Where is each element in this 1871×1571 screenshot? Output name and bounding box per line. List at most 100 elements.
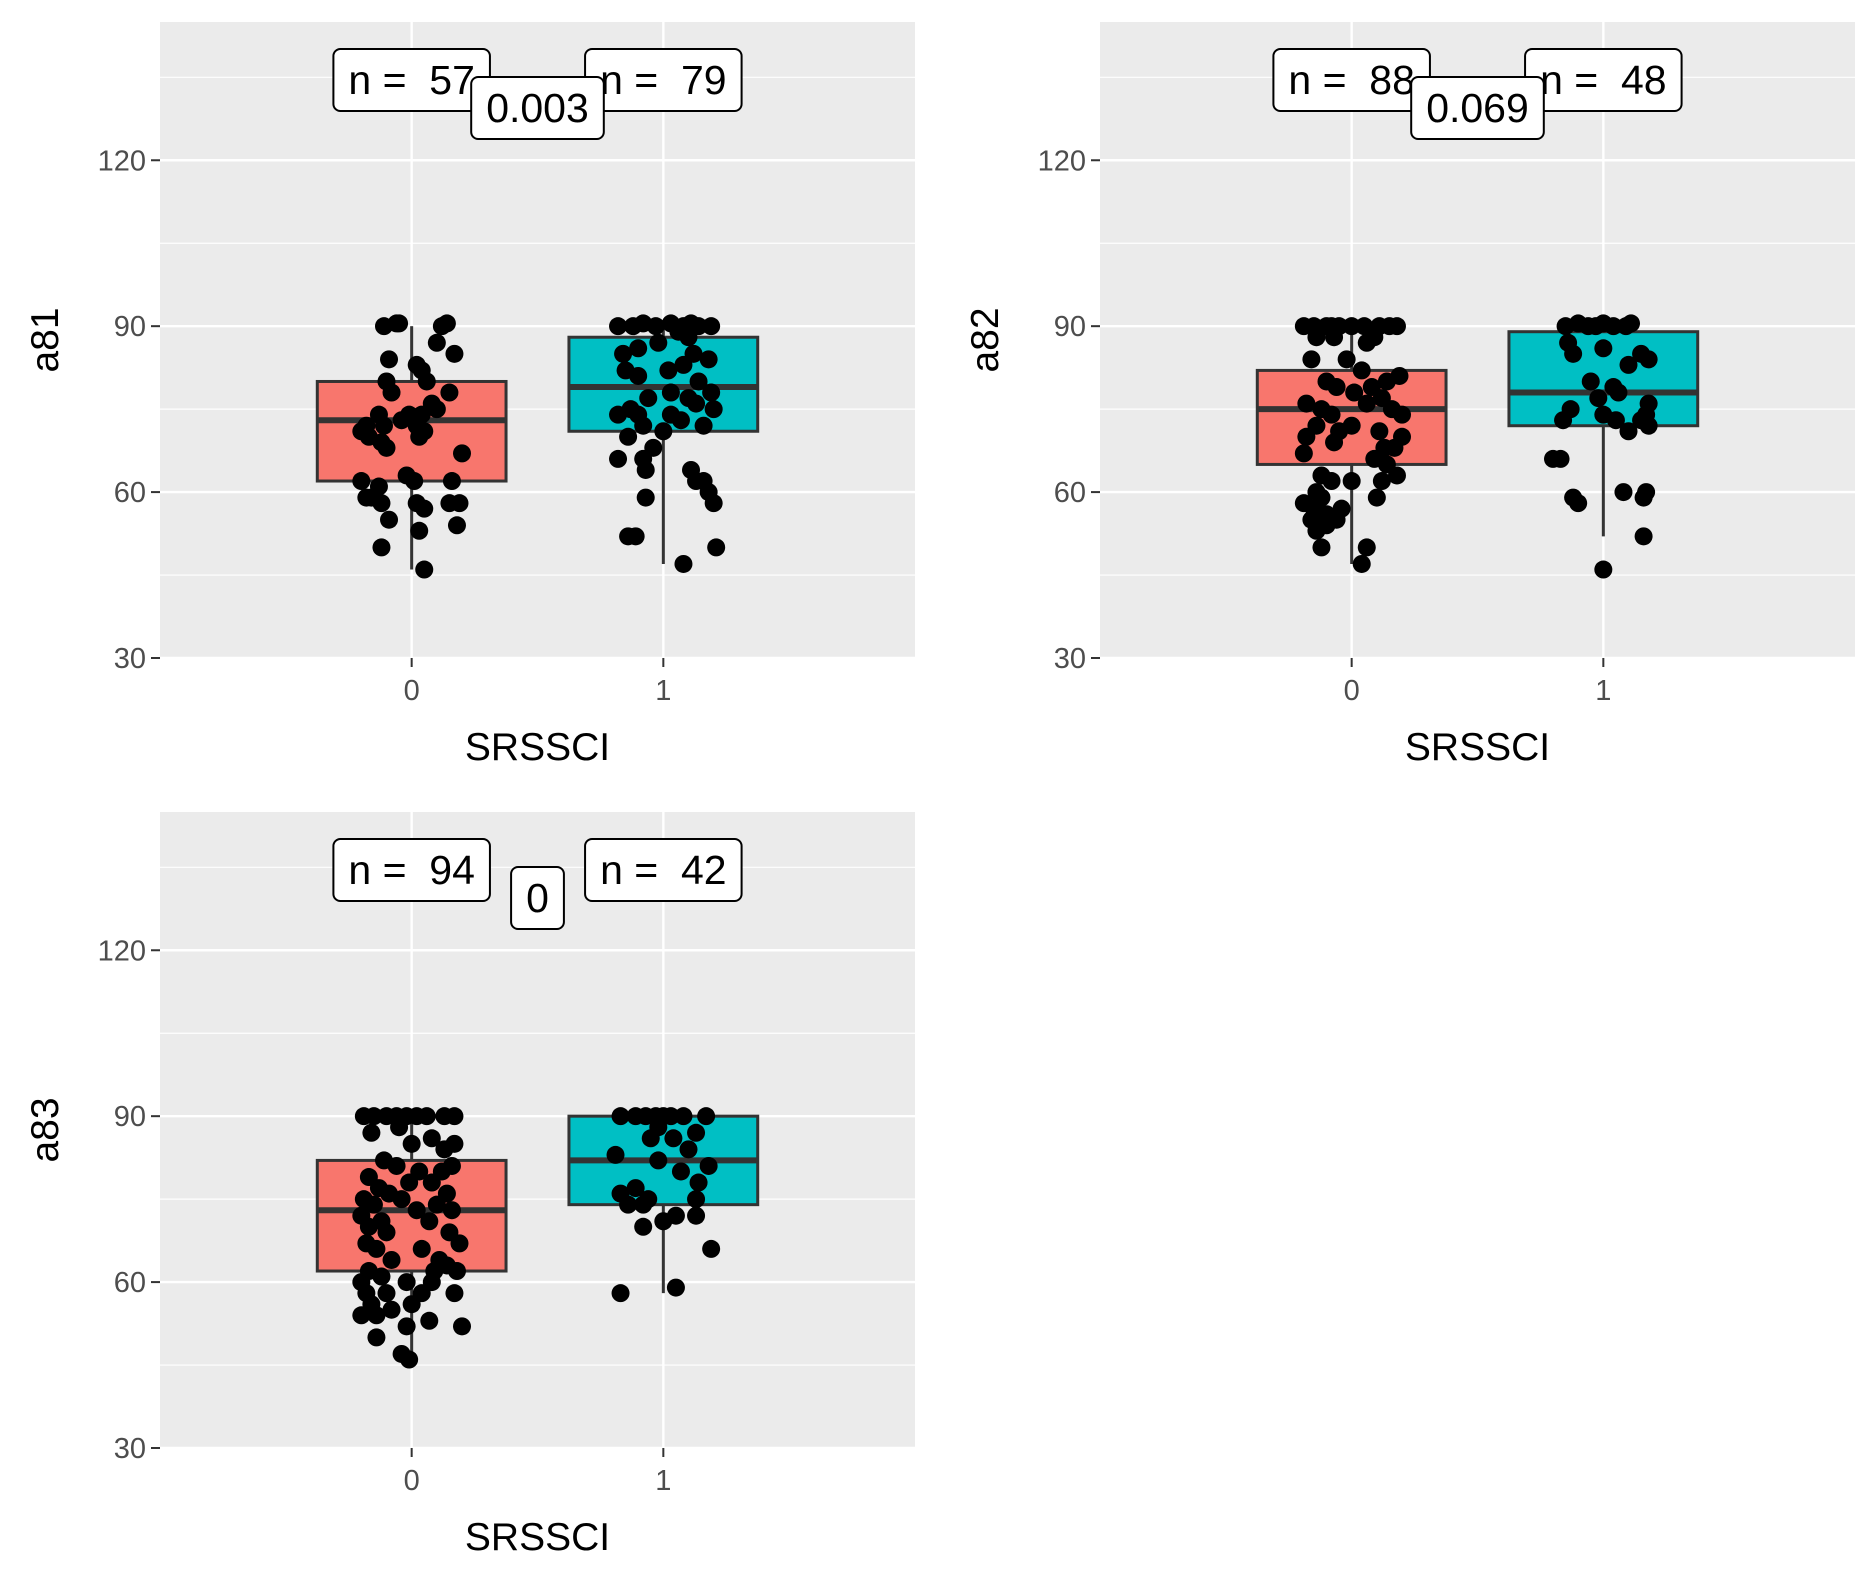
- data-point: [1619, 422, 1638, 441]
- data-point: [1365, 328, 1384, 347]
- y-tick-label: 60: [114, 1267, 146, 1299]
- data-point: [1357, 394, 1376, 413]
- data-point: [1352, 554, 1371, 573]
- data-point: [390, 1118, 409, 1137]
- data-point: [626, 527, 645, 546]
- data-point: [629, 339, 648, 358]
- data-point: [437, 314, 456, 333]
- data-point: [417, 372, 436, 391]
- y-tick-label: 30: [114, 1433, 146, 1465]
- count-label-0-text: n = 88: [1288, 57, 1415, 103]
- data-point: [687, 1190, 706, 1209]
- data-point: [390, 314, 409, 333]
- data-point: [1372, 472, 1391, 491]
- x-tick-label: 0: [1344, 675, 1360, 707]
- data-point: [447, 1262, 466, 1281]
- data-point: [362, 1123, 381, 1142]
- data-point: [704, 494, 723, 513]
- data-point: [392, 1190, 411, 1209]
- data-point: [382, 1250, 401, 1269]
- data-point: [1307, 328, 1326, 347]
- data-point: [634, 1195, 653, 1214]
- data-point: [707, 538, 726, 557]
- data-point: [372, 494, 391, 513]
- data-point: [405, 472, 424, 491]
- data-point: [1639, 416, 1658, 435]
- x-axis-title: SRSSCI: [465, 1516, 610, 1559]
- data-point: [453, 1317, 471, 1336]
- data-point: [453, 444, 471, 463]
- x-tick-label: 0: [404, 675, 420, 707]
- data-point: [420, 1311, 439, 1330]
- data-point: [674, 554, 693, 573]
- count-label-0-frame: [332, 838, 491, 902]
- data-point: [614, 344, 633, 363]
- y-tick-label: 90: [1054, 311, 1086, 343]
- p-value-label-frame: [510, 866, 565, 930]
- p-value-label-text: 0: [526, 875, 549, 921]
- data-point: [649, 333, 668, 352]
- p-value-label: 0: [510, 866, 565, 930]
- count-label-1: n = 48: [1524, 48, 1683, 112]
- data-point: [422, 1129, 441, 1148]
- data-point: [1604, 317, 1623, 336]
- data-point: [392, 411, 411, 430]
- data-point: [619, 427, 638, 446]
- data-point: [1342, 472, 1361, 491]
- data-point: [400, 1350, 419, 1369]
- data-point: [1367, 488, 1386, 507]
- data-point: [1634, 527, 1653, 546]
- count-label-0-text: n = 57: [348, 57, 475, 103]
- data-point: [609, 405, 628, 424]
- data-point: [654, 1212, 673, 1231]
- x-tick-label: 1: [1595, 675, 1611, 707]
- data-point: [666, 1278, 685, 1297]
- data-point: [1594, 560, 1613, 579]
- data-point: [380, 510, 399, 529]
- y-tick-label: 90: [114, 311, 146, 343]
- data-point: [442, 1201, 461, 1220]
- data-point: [1614, 483, 1633, 502]
- data-point: [364, 1107, 383, 1126]
- data-point: [450, 494, 469, 513]
- p-value-label-frame: [1410, 76, 1545, 140]
- data-point: [1594, 339, 1613, 358]
- data-point: [359, 1217, 378, 1236]
- x-axis-title: SRSSCI: [465, 726, 610, 769]
- data-point: [382, 383, 401, 402]
- data-point: [689, 372, 708, 391]
- data-point: [1606, 411, 1625, 430]
- count-label-1-frame: [584, 838, 743, 902]
- data-point: [689, 1173, 708, 1192]
- data-point: [636, 488, 655, 507]
- count-label-0: n = 94: [332, 838, 491, 902]
- data-point: [380, 350, 399, 369]
- x-axis-title: SRSSCI: [1405, 726, 1550, 769]
- data-point: [654, 422, 673, 441]
- data-point: [407, 1201, 426, 1220]
- y-axis-title: a82: [964, 307, 1007, 372]
- p-value-label-text: 0.003: [486, 85, 589, 131]
- data-point: [402, 1134, 421, 1153]
- y-tick-label: 120: [1038, 145, 1086, 177]
- data-point: [412, 1239, 431, 1258]
- data-point: [694, 416, 713, 435]
- x-tick-label: 1: [655, 1465, 671, 1497]
- y-tick-label: 120: [98, 935, 146, 967]
- data-point: [1634, 488, 1653, 507]
- data-point: [659, 361, 678, 380]
- data-point: [634, 1217, 653, 1236]
- data-point: [400, 1173, 419, 1192]
- data-point: [619, 1195, 638, 1214]
- data-point: [427, 1195, 446, 1214]
- y-tick-label: 30: [1054, 643, 1086, 675]
- data-point: [415, 499, 434, 518]
- data-point: [1639, 350, 1658, 369]
- count-label-0: n = 88: [1272, 48, 1431, 112]
- data-point: [639, 389, 658, 408]
- data-point: [352, 472, 371, 491]
- data-point: [374, 416, 393, 435]
- data-point: [367, 1239, 386, 1258]
- data-point: [1325, 328, 1344, 347]
